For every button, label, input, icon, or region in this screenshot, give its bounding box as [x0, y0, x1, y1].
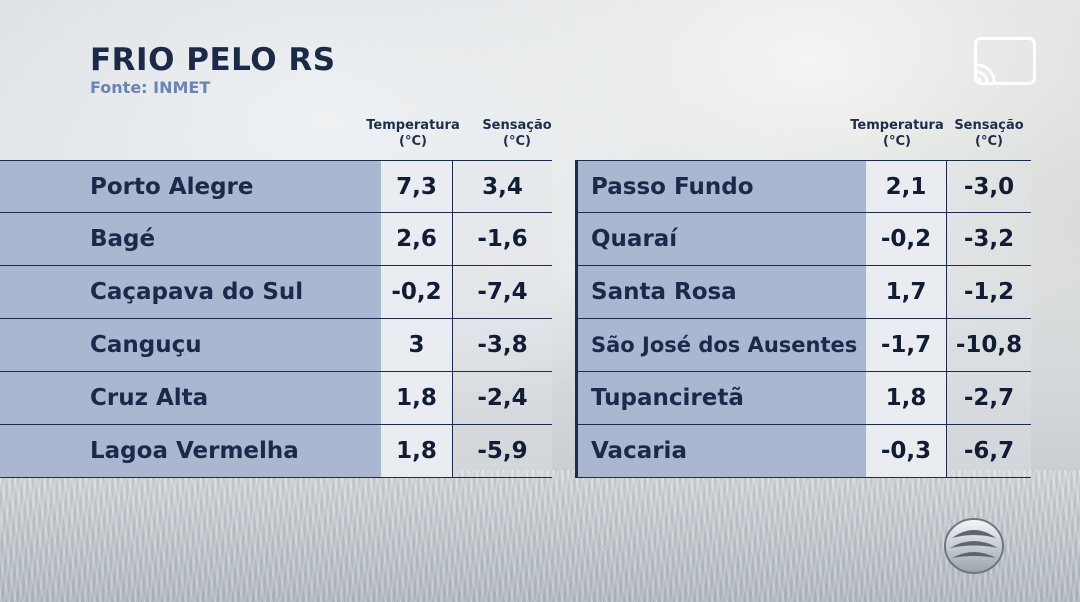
table-row: Bagé 2,6 -1,6 — [0, 213, 552, 266]
sensation-value: -7,4 — [452, 266, 552, 318]
sensation-value: -3,2 — [946, 213, 1031, 265]
temperature-value: -0,2 — [866, 213, 946, 265]
table-row: Tupanciretã 1,8 -2,7 — [578, 372, 1031, 425]
table-row: Santa Rosa 1,7 -1,2 — [578, 266, 1031, 319]
sensation-header-label: Sensação — [482, 118, 552, 133]
sensation-value: -2,4 — [452, 372, 552, 424]
city-name: Santa Rosa — [578, 266, 866, 318]
sensation-column-header: Sensação (°C) — [476, 118, 558, 150]
sensation-value: -10,8 — [946, 319, 1031, 371]
temperature-column-header: Temperatura (°C) — [362, 118, 464, 150]
sensation-value: -1,6 — [452, 213, 552, 265]
city-name: Lagoa Vermelha — [0, 425, 381, 477]
page-title: FRIO PELO RS — [90, 42, 336, 78]
table-row: Canguçu 3 -3,8 — [0, 319, 552, 372]
temperature-header-unit: (°C) — [399, 134, 427, 149]
sensation-header-unit: (°C) — [503, 134, 531, 149]
temperature-header-label: Temperatura — [850, 118, 944, 133]
temperature-value: 2,6 — [381, 213, 452, 265]
temperature-value: 2,1 — [866, 161, 946, 212]
city-name: Canguçu — [0, 319, 381, 371]
temperature-header-unit: (°C) — [883, 134, 911, 149]
sensation-header-label: Sensação — [954, 118, 1024, 133]
cast-icon[interactable] — [974, 37, 1036, 85]
temperature-column-header: Temperatura (°C) — [846, 118, 948, 150]
city-name: São José dos Ausentes — [578, 319, 866, 371]
table-row: Passo Fundo 2,1 -3,0 — [578, 160, 1031, 213]
city-name: Quaraí — [578, 213, 866, 265]
temperature-value: -1,7 — [866, 319, 946, 371]
left-temperature-table: Porto Alegre 7,3 3,4 Bagé 2,6 -1,6 Caçap… — [0, 160, 552, 478]
source-label: Fonte: INMET — [90, 78, 211, 97]
temperature-value: 1,8 — [866, 372, 946, 424]
table-row: São José dos Ausentes -1,7 -10,8 — [578, 319, 1031, 372]
table-row: Cruz Alta 1,8 -2,4 — [0, 372, 552, 425]
table-row: Lagoa Vermelha 1,8 -5,9 — [0, 425, 552, 478]
temperature-value: 1,7 — [866, 266, 946, 318]
city-name: Passo Fundo — [578, 161, 866, 212]
temperature-header-label: Temperatura — [366, 118, 460, 133]
sensation-value: -2,7 — [946, 372, 1031, 424]
table-row: Caçapava do Sul -0,2 -7,4 — [0, 266, 552, 319]
sensation-value: 3,4 — [452, 161, 552, 212]
city-name: Bagé — [0, 213, 381, 265]
city-name: Porto Alegre — [0, 161, 381, 212]
frosted-grass-background — [0, 470, 1080, 602]
sensation-header-unit: (°C) — [975, 134, 1003, 149]
city-name: Vacaria — [578, 425, 866, 477]
sensation-value: -3,0 — [946, 161, 1031, 212]
city-name: Cruz Alta — [0, 372, 381, 424]
table-row: Vacaria -0,3 -6,7 — [578, 425, 1031, 478]
temperature-value: 1,8 — [381, 372, 452, 424]
city-name: Caçapava do Sul — [0, 266, 381, 318]
temperature-value: -0,3 — [866, 425, 946, 477]
temperature-value: -0,2 — [381, 266, 452, 318]
sensation-value: -6,7 — [946, 425, 1031, 477]
city-name: Tupanciretã — [578, 372, 866, 424]
sensation-column-header: Sensação (°C) — [948, 118, 1030, 150]
table-row: Porto Alegre 7,3 3,4 — [0, 160, 552, 213]
right-temperature-table: Passo Fundo 2,1 -3,0 Quaraí -0,2 -3,2 Sa… — [575, 160, 1031, 478]
temperature-value: 7,3 — [381, 161, 452, 212]
temperature-value: 1,8 — [381, 425, 452, 477]
temperature-value: 3 — [381, 319, 452, 371]
sensation-value: -1,2 — [946, 266, 1031, 318]
sensation-value: -3,8 — [452, 319, 552, 371]
sensation-value: -5,9 — [452, 425, 552, 477]
broadcaster-logo-icon — [942, 516, 1006, 576]
table-row: Quaraí -0,2 -3,2 — [578, 213, 1031, 266]
